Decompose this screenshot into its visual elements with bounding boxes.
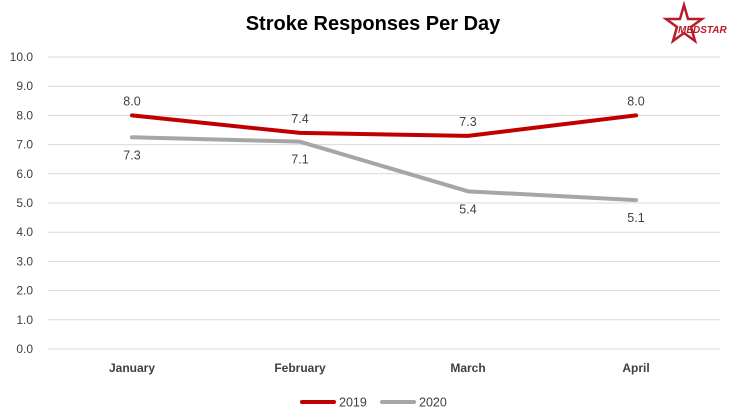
legend-label: 2020 [419, 396, 447, 410]
x-tick-label: March [450, 361, 485, 375]
x-tick-label: January [109, 361, 155, 375]
data-label: 5.1 [627, 211, 644, 225]
star-icon [662, 0, 706, 45]
y-tick-label: 5.0 [16, 196, 33, 210]
y-tick-label: 9.0 [16, 79, 33, 93]
data-labels: 8.0 7.4 7.3 8.0 7.3 7.1 5.4 5.1 [123, 94, 644, 225]
logo-text: MEDSTAR [678, 25, 727, 36]
legend: 2019 2020 [300, 396, 447, 410]
data-label: 5.4 [459, 202, 476, 216]
y-axis-ticks: 0.0 1.0 2.0 3.0 4.0 5.0 6.0 7.0 8.0 9.0 10.0 [10, 50, 34, 356]
y-tick-label: 2.0 [16, 284, 33, 298]
y-tick-label: 1.0 [16, 313, 33, 327]
gridlines [48, 56, 720, 350]
x-axis-ticks: January February March April [109, 361, 650, 375]
y-tick-label: 8.0 [16, 108, 33, 122]
medstar-logo: MEDSTAR [662, 0, 727, 45]
y-tick-label: 3.0 [16, 254, 33, 268]
data-label: 8.0 [627, 94, 644, 108]
legend-label: 2019 [339, 396, 367, 410]
y-tick-label: 0.0 [16, 342, 33, 356]
data-label: 7.1 [291, 153, 308, 167]
data-label: 7.4 [291, 112, 308, 126]
y-tick-label: 6.0 [16, 167, 33, 181]
series-line-2020 [130, 135, 638, 203]
y-tick-label: 4.0 [16, 225, 33, 239]
y-tick-label: 7.0 [16, 138, 33, 152]
series-lines [130, 113, 638, 203]
x-tick-label: April [622, 361, 649, 375]
y-tick-label: 10.0 [10, 50, 34, 64]
data-label: 8.0 [123, 94, 140, 108]
chart-title: Stroke Responses Per Day [246, 13, 501, 35]
data-label: 7.3 [123, 148, 140, 162]
data-label: 7.3 [459, 115, 476, 129]
x-tick-label: February [274, 361, 326, 375]
series-line-2019 [130, 113, 638, 138]
